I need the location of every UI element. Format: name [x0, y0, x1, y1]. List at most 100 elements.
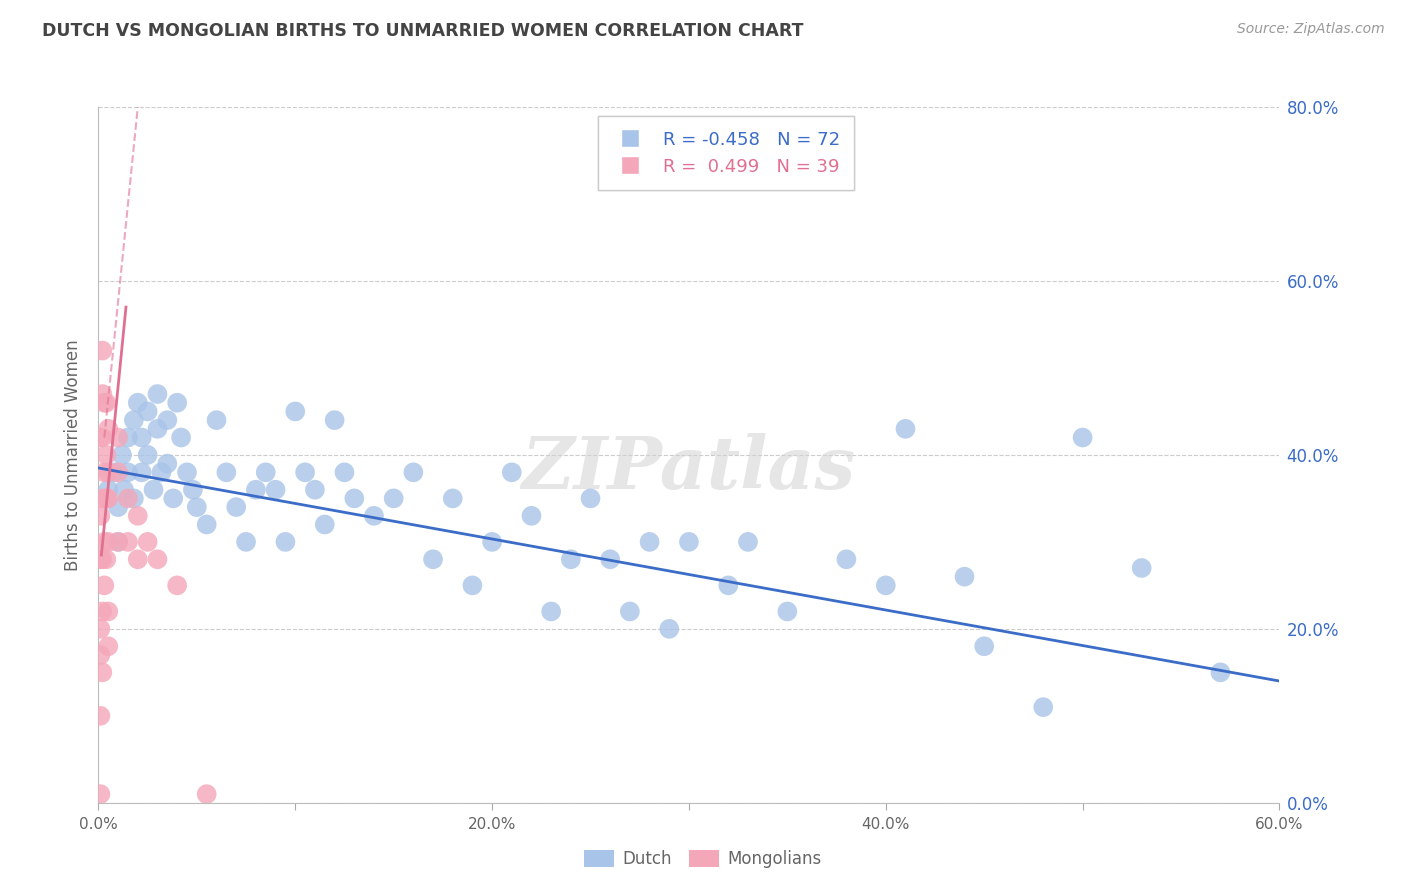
Dutch	[150, 466, 173, 480]
Dutch	[402, 466, 425, 480]
Dutch	[131, 431, 153, 445]
Dutch	[599, 552, 621, 566]
Dutch	[195, 517, 218, 532]
Mongolians	[89, 787, 111, 801]
Mongolians	[127, 552, 149, 566]
Dutch	[235, 534, 257, 549]
Dutch	[284, 404, 307, 418]
Y-axis label: Births to Unmarried Women: Births to Unmarried Women	[65, 339, 83, 571]
Dutch	[245, 483, 267, 497]
Dutch	[294, 466, 316, 480]
Dutch	[156, 413, 179, 427]
Dutch	[131, 466, 153, 480]
Dutch	[953, 570, 976, 584]
Mongolians	[91, 491, 114, 506]
Dutch	[1032, 700, 1054, 714]
Dutch	[127, 396, 149, 410]
Mongolians	[89, 622, 111, 636]
Mongolians	[96, 396, 118, 410]
Mongolians	[89, 508, 111, 523]
Dutch	[1209, 665, 1232, 680]
Mongolians	[91, 431, 114, 445]
Mongolians	[96, 552, 118, 566]
Dutch	[323, 413, 346, 427]
Dutch	[103, 466, 125, 480]
Dutch	[481, 534, 503, 549]
Mongolians	[89, 552, 111, 566]
Mongolians	[89, 648, 111, 662]
Dutch	[205, 413, 228, 427]
Text: Source: ZipAtlas.com: Source: ZipAtlas.com	[1237, 22, 1385, 37]
Mongolians	[127, 508, 149, 523]
Mongolians	[91, 605, 114, 619]
Dutch	[894, 422, 917, 436]
Dutch	[107, 534, 129, 549]
Dutch	[678, 534, 700, 549]
Mongolians	[107, 466, 129, 480]
Mongolians	[107, 534, 129, 549]
Mongolians	[97, 639, 120, 653]
Mongolians	[107, 431, 129, 445]
Mongolians	[89, 431, 111, 445]
Mongolians	[96, 448, 118, 462]
Dutch	[254, 466, 277, 480]
Dutch	[343, 491, 366, 506]
Dutch	[973, 639, 995, 653]
Dutch	[776, 605, 799, 619]
Legend: Dutch, Mongolians: Dutch, Mongolians	[578, 843, 828, 875]
Mongolians	[195, 787, 218, 801]
Mongolians	[166, 578, 188, 592]
Dutch	[225, 500, 247, 514]
Dutch	[560, 552, 582, 566]
Mongolians	[117, 534, 139, 549]
Text: DUTCH VS MONGOLIAN BIRTHS TO UNMARRIED WOMEN CORRELATION CHART: DUTCH VS MONGOLIAN BIRTHS TO UNMARRIED W…	[42, 22, 804, 40]
Mongolians	[97, 491, 120, 506]
Dutch	[146, 422, 169, 436]
Dutch	[176, 466, 198, 480]
Dutch	[122, 413, 145, 427]
Dutch	[136, 404, 159, 418]
Dutch	[501, 466, 523, 480]
Dutch	[875, 578, 897, 592]
Mongolians	[97, 422, 120, 436]
Dutch	[142, 483, 165, 497]
Mongolians	[91, 552, 114, 566]
Mongolians	[97, 466, 120, 480]
Mongolians	[97, 605, 120, 619]
Dutch	[264, 483, 287, 497]
Dutch	[422, 552, 444, 566]
Mongolians	[91, 343, 114, 358]
Dutch	[1071, 431, 1094, 445]
Legend: R = -0.458   N = 72, R =  0.499   N = 39: R = -0.458 N = 72, R = 0.499 N = 39	[598, 116, 855, 190]
Dutch	[181, 483, 204, 497]
Mongolians	[93, 466, 115, 480]
Mongolians	[91, 387, 114, 401]
Dutch	[658, 622, 681, 636]
Dutch	[737, 534, 759, 549]
Dutch	[136, 448, 159, 462]
Dutch	[540, 605, 562, 619]
Dutch	[638, 534, 661, 549]
Mongolians	[146, 552, 169, 566]
Dutch	[1130, 561, 1153, 575]
Dutch	[441, 491, 464, 506]
Dutch	[333, 466, 356, 480]
Dutch	[97, 483, 120, 497]
Mongolians	[93, 396, 115, 410]
Dutch	[382, 491, 405, 506]
Mongolians	[96, 491, 118, 506]
Dutch	[156, 457, 179, 471]
Dutch	[162, 491, 184, 506]
Text: ZIPatlas: ZIPatlas	[522, 434, 856, 504]
Dutch	[107, 500, 129, 514]
Dutch	[314, 517, 336, 532]
Dutch	[619, 605, 641, 619]
Mongolians	[93, 534, 115, 549]
Dutch	[117, 466, 139, 480]
Dutch	[520, 508, 543, 523]
Mongolians	[89, 708, 111, 723]
Dutch	[835, 552, 858, 566]
Dutch	[215, 466, 238, 480]
Mongolians	[117, 491, 139, 506]
Dutch	[304, 483, 326, 497]
